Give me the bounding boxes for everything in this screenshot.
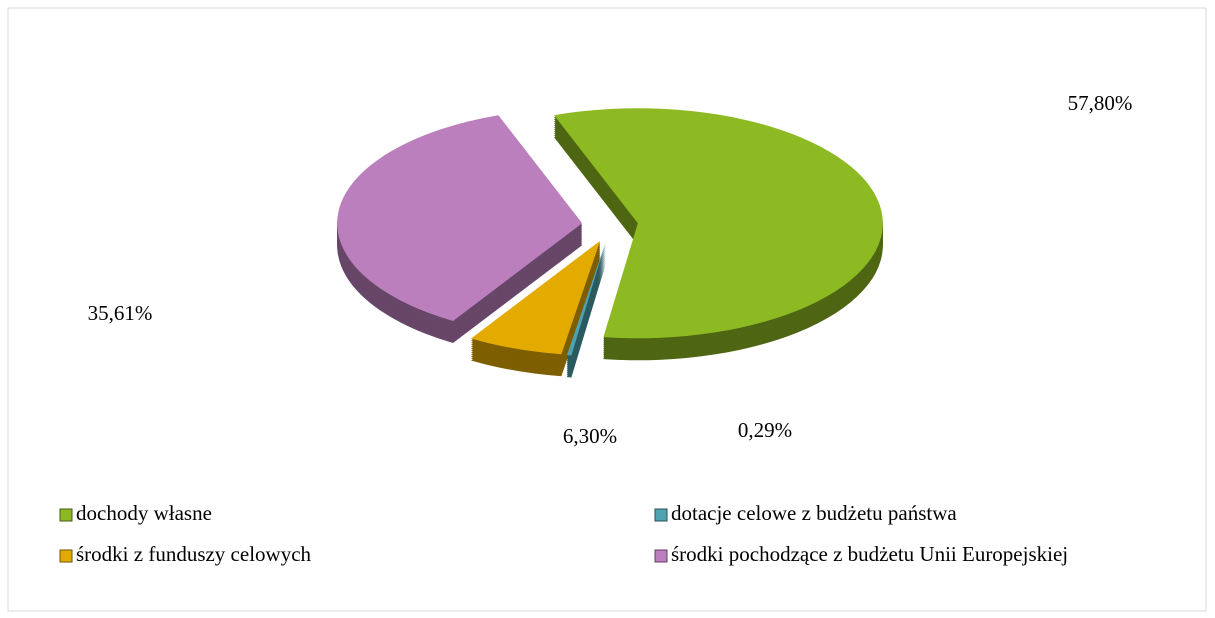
legend-marker	[654, 549, 668, 563]
legend-label: dochody własne	[76, 501, 212, 525]
slice	[337, 115, 583, 322]
legend-label: środki pochodzące z budżetu Unii Europej…	[671, 542, 1068, 566]
legend-marker	[59, 549, 73, 563]
slice	[471, 240, 601, 355]
slice	[566, 241, 606, 356]
chart-frame	[7, 7, 1207, 612]
legend-marker	[654, 508, 668, 522]
data-label: 35,61%	[88, 301, 153, 325]
legend-label: dotacje celowe z budżetu państwa	[671, 501, 957, 525]
data-label: 0,29%	[738, 418, 792, 442]
slice	[554, 108, 883, 339]
data-label: 57,80%	[1068, 91, 1133, 115]
legend-marker	[59, 508, 73, 522]
legend-label: środki z funduszy celowych	[76, 542, 312, 566]
data-label: 6,30%	[563, 424, 617, 448]
